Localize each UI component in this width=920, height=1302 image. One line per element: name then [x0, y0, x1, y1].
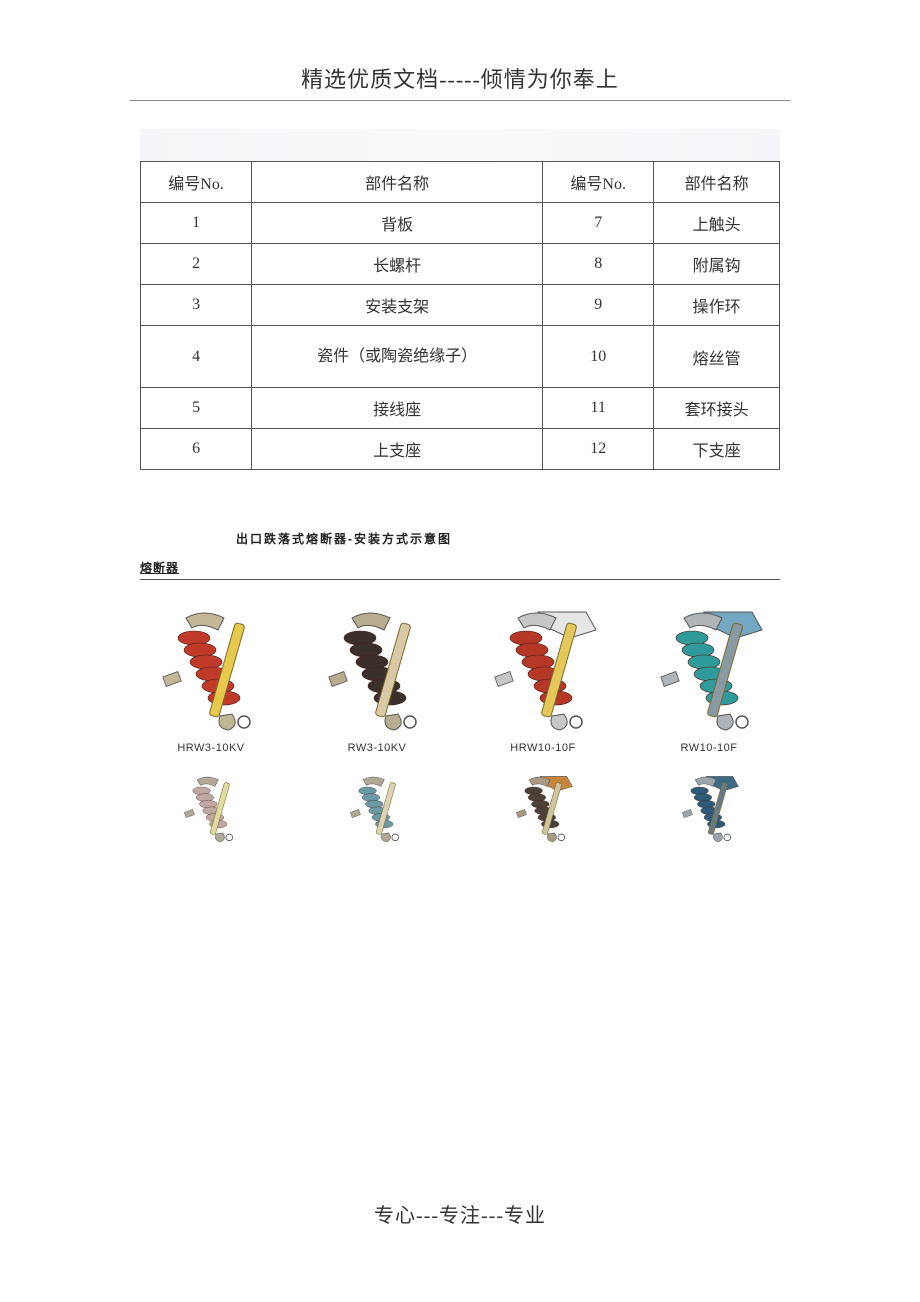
- diagram-title: 出口跌落式熔断器-安装方式示意图: [236, 530, 780, 547]
- product-cell: RW3-10KV: [306, 604, 448, 754]
- blank-banner: [140, 129, 780, 161]
- product-grid: HRW3-10KV RW3-10KV HRW10-10F RW10-10F: [140, 604, 780, 844]
- content-area: 编号No. 部件名称 编号No. 部件名称 1背板7上触头2长螺杆8附属钩3安装…: [0, 129, 920, 844]
- table-cell: 6: [141, 429, 252, 470]
- product-cell: [140, 772, 282, 844]
- table-cell: 3: [141, 285, 252, 326]
- table-cell: 上支座: [252, 429, 543, 470]
- header-rule: [130, 100, 790, 101]
- table-cell: 长螺杆: [252, 244, 543, 285]
- table-cell: 安装支架: [252, 285, 543, 326]
- product-cell: HRW10-10F: [472, 604, 614, 754]
- page-footer: 专心---专注---专业: [0, 1199, 920, 1228]
- section-label: 熔断器: [140, 561, 179, 575]
- fuse-cutout-icon: [146, 604, 276, 734]
- table-cell: 瓷件（或陶瓷绝缘子）: [252, 326, 543, 388]
- section-divider: 熔断器: [140, 559, 780, 580]
- product-cell: [472, 772, 614, 844]
- table-cell: 附属钩: [654, 244, 780, 285]
- table-cell: 熔丝管: [654, 326, 780, 388]
- table-row: 3安装支架9操作环: [141, 285, 780, 326]
- fuse-cutout-icon: [322, 772, 432, 844]
- table-cell: 12: [543, 429, 654, 470]
- table-row: 6上支座12下支座: [141, 429, 780, 470]
- table-cell: 2: [141, 244, 252, 285]
- table-cell: 背板: [252, 203, 543, 244]
- table-header-row: 编号No. 部件名称 编号No. 部件名称: [141, 162, 780, 203]
- product-caption: HRW3-10KV: [140, 742, 282, 754]
- product-caption: RW3-10KV: [306, 742, 448, 754]
- table-cell: 4: [141, 326, 252, 388]
- fuse-cutout-icon: [156, 772, 266, 844]
- table-cell: 上触头: [654, 203, 780, 244]
- col-header: 编号No.: [141, 162, 252, 203]
- product-cell: HRW3-10KV: [140, 604, 282, 754]
- table-cell: 接线座: [252, 388, 543, 429]
- table-cell: 套环接头: [654, 388, 780, 429]
- table-row: 5接线座11套环接头: [141, 388, 780, 429]
- fuse-cutout-icon: [478, 604, 608, 734]
- table-cell: 1: [141, 203, 252, 244]
- product-cell: RW10-10F: [638, 604, 780, 754]
- col-header: 部件名称: [654, 162, 780, 203]
- page-header: 精选优质文档-----倾情为你奉上: [0, 0, 920, 94]
- table-cell: 7: [543, 203, 654, 244]
- table-cell: 5: [141, 388, 252, 429]
- col-header: 编号No.: [543, 162, 654, 203]
- fuse-cutout-icon: [654, 772, 764, 844]
- parts-table: 编号No. 部件名称 编号No. 部件名称 1背板7上触头2长螺杆8附属钩3安装…: [140, 161, 780, 470]
- product-caption: RW10-10F: [638, 742, 780, 754]
- header-text: 精选优质文档-----倾情为你奉上: [301, 67, 619, 92]
- product-cell: [638, 772, 780, 844]
- table-row: 4瓷件（或陶瓷绝缘子）10熔丝管: [141, 326, 780, 388]
- table-cell: 下支座: [654, 429, 780, 470]
- table-cell: 10: [543, 326, 654, 388]
- table-cell: 8: [543, 244, 654, 285]
- fuse-cutout-icon: [644, 604, 774, 734]
- fuse-cutout-icon: [312, 604, 442, 734]
- col-header: 部件名称: [252, 162, 543, 203]
- fuse-cutout-icon: [488, 772, 598, 844]
- footer-text: 专心---专注---专业: [374, 1205, 546, 1227]
- table-row: 1背板7上触头: [141, 203, 780, 244]
- product-cell: [306, 772, 448, 844]
- product-caption: HRW10-10F: [472, 742, 614, 754]
- table-cell: 9: [543, 285, 654, 326]
- table-cell: 11: [543, 388, 654, 429]
- table-cell: 操作环: [654, 285, 780, 326]
- table-row: 2长螺杆8附属钩: [141, 244, 780, 285]
